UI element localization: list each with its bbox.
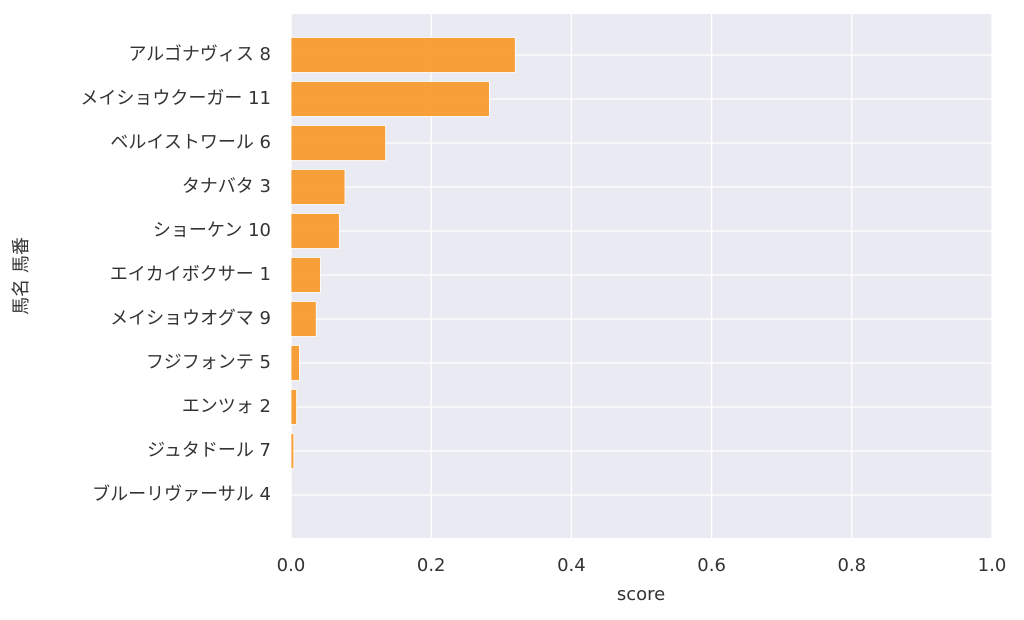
y-tick-label: ショーケン 10 — [153, 220, 271, 241]
y-tick-label: メイショウクーガー 11 — [80, 88, 271, 109]
y-tick-label: ブルーリヴァーサル 4 — [92, 483, 271, 505]
y-tick-label: ベルイストワール 6 — [110, 132, 271, 153]
y-tick-label: フジフォンテ 5 — [146, 352, 271, 373]
y-tick-label: メイショウオグマ 9 — [110, 308, 271, 329]
x-tick-label: 0.4 — [557, 555, 586, 576]
bar — [290, 213, 340, 249]
bar — [290, 37, 516, 73]
bar — [290, 389, 298, 425]
y-tick-label: エイカイボクサー 1 — [110, 264, 271, 285]
y-tick-label: アルゴナヴィス 8 — [128, 44, 271, 65]
x-axis-label: score — [617, 584, 665, 605]
bar — [290, 257, 321, 293]
x-tick-label: 0.2 — [417, 555, 446, 576]
y-axis-label: 馬名 馬番 — [11, 237, 32, 315]
bar — [290, 169, 346, 205]
bar — [290, 81, 490, 117]
x-tick-label: 1.0 — [978, 555, 1007, 576]
y-tick-label: エンツォ 2 — [182, 396, 271, 417]
bar — [290, 345, 300, 381]
x-tick-label: 0.6 — [697, 555, 726, 576]
bar — [290, 433, 295, 469]
y-tick-label: ジュタドール 7 — [147, 440, 271, 461]
bar — [290, 125, 387, 161]
bar — [290, 301, 317, 337]
x-tick-label: 0.8 — [837, 555, 866, 576]
x-tick-label: 0.0 — [277, 555, 306, 576]
y-tick-label: タナバタ 3 — [182, 176, 271, 197]
